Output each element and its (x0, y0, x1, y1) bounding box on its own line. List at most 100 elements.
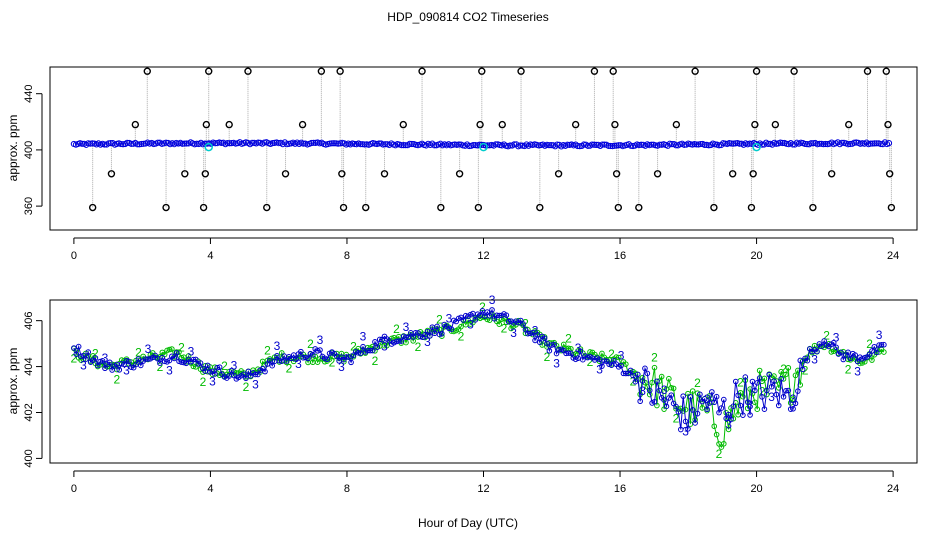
series-2-label: 2 (565, 331, 572, 345)
spike-point (476, 120, 484, 129)
series-3-point (668, 392, 675, 398)
series-3-point (646, 387, 653, 394)
series-3-point (694, 410, 701, 417)
series-3-label: 3 (338, 360, 345, 374)
series-3-point (830, 339, 837, 346)
spike-point (845, 120, 853, 129)
series-3-point (565, 350, 572, 356)
series-2-point (828, 349, 835, 355)
data-point (605, 142, 612, 149)
series-2-point (725, 426, 732, 433)
series-3-point (651, 398, 658, 405)
series-3-point (245, 368, 252, 375)
series-3-point (424, 329, 431, 335)
series-3-point (439, 330, 445, 337)
data-point (638, 141, 645, 148)
series-3-point (790, 406, 796, 412)
series-3-point (269, 362, 276, 369)
series-3-point (109, 367, 115, 373)
series-3-point (740, 412, 746, 418)
series-2-label: 2 (372, 354, 379, 368)
data-point (124, 139, 131, 146)
series-3-point (171, 355, 178, 362)
spike-point (380, 170, 389, 178)
data-point (226, 140, 233, 147)
series-3-point (642, 365, 648, 372)
bottom-y-axis: 400 402 404 406 (23, 311, 43, 468)
series-3-point (673, 403, 679, 410)
series-3-point (735, 392, 741, 399)
series-3-point (529, 329, 536, 336)
data-point (78, 140, 86, 147)
bottom-plot-frame (49, 299, 918, 464)
series-3-point (369, 347, 376, 354)
series-3-point (687, 393, 694, 400)
series-3-line (73, 308, 884, 430)
series-3-point (845, 349, 851, 356)
series-2-point (689, 388, 696, 394)
series-3-point (541, 335, 548, 342)
series-2-point (496, 321, 503, 327)
spike-point (590, 67, 599, 75)
series-2-point (754, 406, 761, 413)
data-point (873, 140, 880, 147)
series-3-label: 3 (231, 358, 238, 372)
data-point (482, 142, 489, 149)
y-tick-label: 404 (23, 357, 35, 375)
series-3-point (787, 406, 794, 412)
spike-point (418, 67, 426, 75)
series-2-label: 2 (243, 380, 250, 394)
series-2-point (869, 357, 875, 363)
spike-point (317, 67, 326, 75)
x-tick-label: 0 (71, 483, 77, 495)
data-point (803, 141, 811, 148)
series-2-point (713, 431, 720, 438)
series-3-label: 3 (747, 398, 754, 412)
series-3-point (728, 416, 734, 423)
data-point (801, 140, 809, 148)
series-2-point (599, 350, 605, 357)
series-2-label: 2 (544, 350, 551, 364)
series-3-label: 3 (596, 362, 603, 376)
series-3-point (725, 411, 732, 418)
data-point (810, 140, 817, 147)
series-3-point (881, 341, 887, 348)
data-point (574, 142, 581, 150)
data-point (119, 141, 127, 148)
data-point (545, 142, 553, 149)
series-3-point (599, 363, 605, 369)
series-3-point (274, 352, 280, 359)
series-3-label: 3 (725, 418, 732, 432)
series-3-point (522, 326, 529, 333)
data-point (728, 140, 735, 147)
series-2-label: 2 (393, 322, 400, 336)
series-3-point (403, 334, 409, 340)
data-point (455, 141, 463, 148)
series-3-point (732, 378, 739, 385)
spike-point (143, 67, 151, 75)
series-3-point (305, 355, 311, 362)
series-3-point (754, 380, 761, 386)
data-point (668, 141, 676, 148)
series-2-point (381, 342, 388, 349)
spike-point (181, 170, 189, 178)
data-point (681, 141, 688, 148)
spike-point (298, 120, 307, 129)
series-2-point (711, 423, 718, 430)
top-y-axis-label: approx. ppm (6, 115, 20, 182)
spike-point (752, 67, 761, 75)
series-3-point (785, 387, 792, 394)
series-3-point (663, 403, 670, 410)
series-2-label: 2 (307, 337, 314, 351)
series-3-point (761, 406, 768, 412)
series-2-point (169, 346, 175, 352)
highlight-point (479, 142, 488, 152)
series-3-point (689, 407, 696, 413)
series-3-label: 3 (553, 357, 560, 371)
series-3-point (157, 360, 163, 366)
spike-point (885, 170, 894, 178)
data-point (816, 140, 823, 147)
series-2-label: 2 (866, 337, 873, 351)
spike-point (498, 120, 506, 129)
